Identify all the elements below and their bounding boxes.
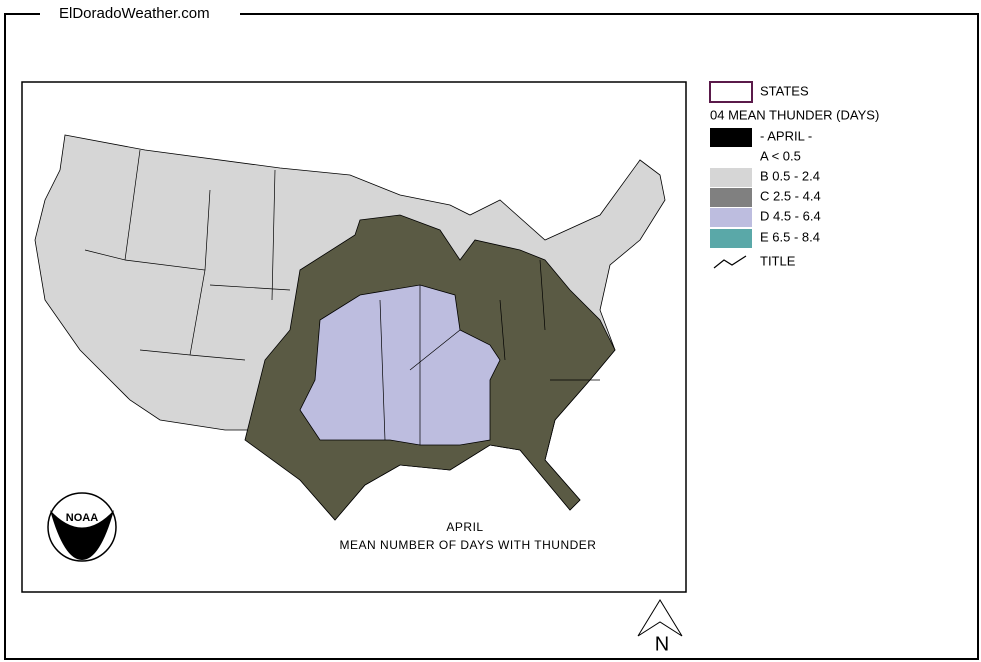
legend-label: - APRIL - <box>760 128 812 143</box>
map <box>34 134 666 521</box>
legend: STATES 04 MEAN THUNDER (DAYS) - APRIL - A <… <box>709 81 879 269</box>
frame <box>4 13 979 660</box>
north-arrow: N <box>637 599 683 655</box>
map-caption: APRIL <box>446 520 483 534</box>
logo-text: NOAA <box>66 512 98 524</box>
legend-label: STATES <box>760 83 809 98</box>
region-d <box>299 284 501 446</box>
map-caption: MEAN NUMBER OF DAYS WITH THUNDER <box>340 538 597 552</box>
legend-label: A < 0.5 <box>760 148 801 163</box>
state-lines <box>84 149 600 445</box>
legend-label: C 2.5 - 4.4 <box>760 188 821 203</box>
north-label: N <box>655 633 669 655</box>
legend-swatch <box>710 128 752 147</box>
legend-label: D 4.5 - 6.4 <box>760 208 821 223</box>
legend-swatch <box>710 188 752 207</box>
legend-swatch <box>713 255 747 269</box>
site-title: ElDoradoWeather.com <box>59 5 210 22</box>
legend-label: 04 MEAN THUNDER (DAYS) <box>710 107 879 122</box>
legend-label: TITLE <box>760 253 796 268</box>
legend-swatch <box>710 229 752 248</box>
title-gap <box>40 4 240 24</box>
legend-swatch <box>709 81 753 103</box>
legend-swatch <box>710 208 752 227</box>
legend-label: E 6.5 - 8.4 <box>760 229 820 244</box>
legend-label: B 0.5 - 2.4 <box>760 168 820 183</box>
noaa-logo: NOAA <box>47 492 117 562</box>
legend-swatch <box>710 168 752 187</box>
